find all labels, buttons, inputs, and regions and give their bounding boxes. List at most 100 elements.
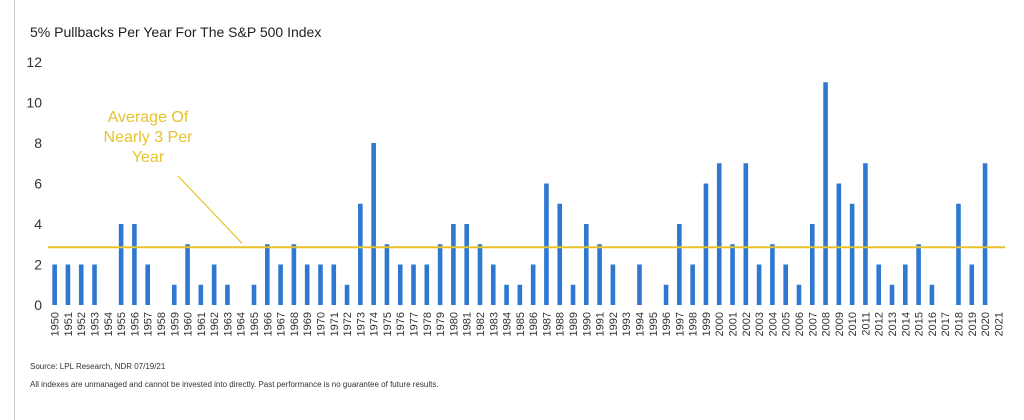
y-tick-label: 0	[34, 297, 42, 313]
x-tick-label: 1966	[262, 312, 274, 336]
y-tick-label: 10	[26, 95, 42, 111]
bar-2011	[863, 163, 868, 305]
bar-1980	[451, 224, 456, 305]
bar-1951	[65, 264, 71, 305]
x-tick-label: 1962	[209, 312, 221, 336]
x-tick-label: 1958	[156, 312, 168, 336]
source-note: Source: LPL Research, NDR 07/19/21	[30, 362, 166, 371]
bar-1959	[171, 284, 177, 305]
x-tick-label: 1974	[369, 312, 381, 336]
average-annotation-line: Nearly 3 Per	[104, 129, 194, 146]
x-tick-label: 2021	[993, 312, 1005, 336]
x-tick-label: 1993	[621, 312, 633, 336]
x-tick-label: 1987	[541, 312, 553, 336]
bar-1950	[52, 264, 57, 305]
x-tick-label: 2004	[767, 312, 779, 336]
bar-1989	[570, 284, 576, 305]
bar-1988	[557, 203, 563, 305]
y-tick-label: 12	[26, 54, 42, 70]
bar-1965	[251, 284, 257, 305]
x-tick-label: 2002	[741, 312, 753, 336]
bar-1978	[424, 264, 430, 305]
bar-2005	[783, 264, 788, 305]
average-annotation-line: Average Of	[108, 109, 189, 126]
bar-2008	[823, 82, 828, 305]
bar-1982	[477, 244, 483, 305]
bar-2006	[796, 284, 802, 305]
bar-1967	[278, 264, 283, 305]
x-tick-label: 1997	[674, 312, 686, 336]
x-tick-label: 2000	[714, 312, 726, 336]
bar-2016	[929, 284, 935, 305]
bar-1999	[703, 183, 709, 305]
bar-1972	[344, 284, 350, 305]
x-tick-label: 2007	[807, 312, 819, 336]
x-tick-label: 1996	[661, 312, 673, 336]
bar-1962	[211, 264, 217, 305]
x-tick-label: 2010	[847, 312, 859, 336]
x-tick-label: 1982	[475, 312, 487, 336]
bar-1974	[371, 143, 376, 305]
x-tick-label: 1994	[634, 312, 646, 336]
x-tick-label: 1978	[422, 312, 434, 336]
x-tick-label: 1972	[342, 312, 354, 336]
x-tick-label: 1956	[129, 312, 141, 336]
x-tick-label: 1975	[382, 312, 394, 336]
x-tick-label: 1955	[116, 312, 128, 336]
bar-1953	[92, 264, 97, 305]
bar-1996	[663, 284, 669, 305]
x-tick-label: 1964	[236, 312, 248, 336]
x-tick-label: 2019	[967, 312, 979, 336]
bar-2004	[770, 244, 775, 305]
x-tick-label: 2001	[728, 312, 740, 336]
x-tick-label: 1999	[701, 312, 713, 336]
x-tick-label: 2013	[887, 312, 899, 336]
x-tick-label: 1992	[608, 312, 620, 336]
bar-1969	[304, 264, 310, 305]
x-tick-label: 1977	[409, 312, 421, 336]
x-tick-label: 2017	[940, 312, 952, 336]
x-tick-label: 1990	[581, 312, 593, 336]
y-tick-label: 6	[34, 176, 42, 192]
bar-2015	[916, 244, 921, 305]
x-tick-label: 2005	[781, 312, 793, 336]
y-tick-label: 2	[34, 257, 42, 273]
x-tick-label: 1991	[595, 312, 607, 336]
bar-1998	[690, 264, 695, 305]
bar-1981	[464, 224, 469, 305]
left-border-rule	[14, 0, 15, 420]
bar-1992	[610, 264, 616, 305]
bar-1970	[318, 264, 323, 305]
chart-title: 5% Pullbacks Per Year For The S&P 500 In…	[30, 24, 322, 40]
x-tick-label: 2003	[754, 312, 766, 336]
bar-1983	[490, 264, 496, 305]
bar-1976	[397, 264, 403, 305]
x-tick-label: 1969	[302, 312, 314, 336]
x-tick-label: 1995	[648, 312, 660, 336]
bar-1971	[331, 264, 337, 305]
x-tick-label: 2016	[927, 312, 939, 336]
x-tick-label: 2014	[900, 312, 912, 336]
bar-1956	[132, 224, 137, 305]
y-tick-label: 4	[34, 216, 42, 232]
x-tick-label: 1961	[196, 312, 208, 336]
bar-2002	[743, 163, 749, 305]
bar-1968	[291, 244, 297, 305]
x-tick-label: 1952	[76, 312, 88, 336]
bar-2020	[982, 163, 988, 305]
bar-2009	[836, 183, 842, 305]
bar-2007	[809, 224, 815, 305]
x-tick-label: 2008	[821, 312, 833, 336]
bar-2003	[756, 264, 762, 305]
x-tick-label: 1986	[528, 312, 540, 336]
x-tick-label: 1967	[276, 312, 288, 336]
x-tick-label: 2012	[874, 312, 886, 336]
x-tick-label: 1968	[289, 312, 301, 336]
bar-1984	[504, 284, 509, 305]
bar-1994	[637, 264, 642, 305]
bar-1985	[517, 284, 523, 305]
bar-1966	[265, 244, 270, 305]
bar-2014	[903, 264, 908, 305]
disclaimer-text: All indexes are unmanaged and cannot be …	[30, 380, 439, 389]
